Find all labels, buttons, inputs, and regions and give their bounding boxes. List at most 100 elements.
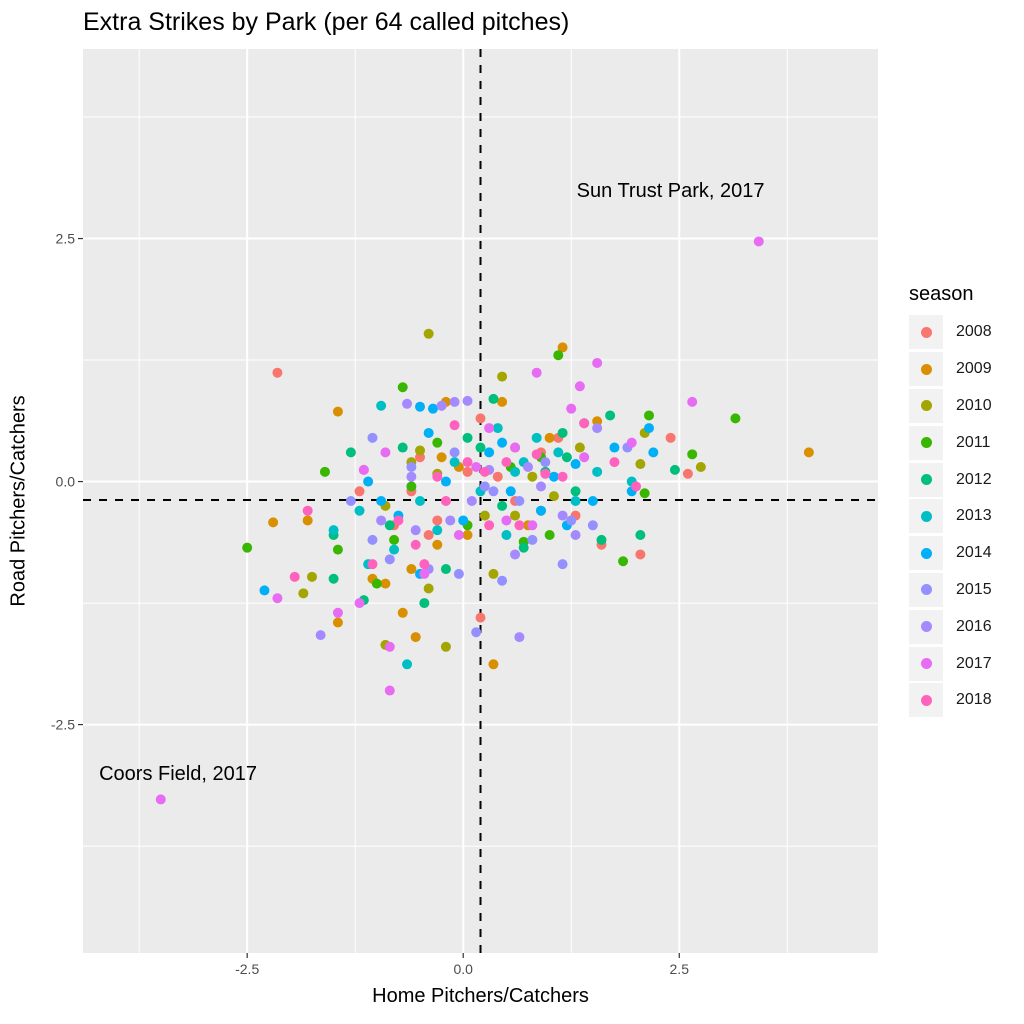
- legend-key: [909, 609, 943, 644]
- legend-key: [909, 388, 943, 423]
- data-point-2016: [462, 395, 473, 406]
- data-point-2018: [302, 505, 313, 516]
- data-point-2014: [648, 447, 659, 458]
- data-point-2017: [354, 598, 365, 609]
- data-point-2010: [488, 568, 499, 579]
- data-point-2017: [384, 641, 395, 652]
- data-point-2010: [440, 641, 451, 652]
- legend-key: [909, 536, 943, 571]
- data-point-2012: [345, 447, 356, 458]
- data-point-2018: [419, 559, 430, 570]
- data-point-2011: [389, 534, 400, 545]
- legend-key: [909, 462, 943, 497]
- legend-label: 2008: [956, 323, 992, 341]
- data-point-2011: [432, 437, 443, 448]
- data-point-2009: [803, 447, 814, 458]
- data-point-2016: [535, 481, 546, 492]
- data-point-2015: [566, 515, 577, 526]
- data-point-2012: [669, 464, 680, 475]
- data-point-2017: [687, 396, 698, 407]
- data-point-2017: [566, 403, 577, 414]
- data-point-2009: [332, 617, 343, 628]
- legend-item-2009: 2009: [909, 351, 992, 388]
- legend-label: 2014: [956, 544, 992, 562]
- data-point-2012: [518, 542, 529, 553]
- data-point-2018: [531, 449, 542, 460]
- data-point-2015: [345, 496, 356, 506]
- data-point-2017: [155, 794, 166, 805]
- legend-dot-icon: [920, 584, 932, 596]
- data-point-2010: [574, 442, 585, 453]
- legend-item-2013: 2013: [909, 498, 992, 535]
- data-point-2017: [574, 381, 585, 392]
- data-point-2018: [631, 481, 642, 492]
- data-point-2014: [644, 423, 655, 434]
- data-point-2010: [298, 588, 309, 599]
- data-point-2010: [548, 491, 559, 502]
- data-point-2010: [497, 371, 508, 382]
- data-point-2018: [393, 515, 404, 526]
- data-point-2015: [406, 461, 417, 472]
- data-point-2013: [376, 400, 387, 411]
- legend-dot-icon: [920, 510, 932, 522]
- legend-key: [909, 352, 943, 387]
- data-point-2015: [488, 486, 499, 497]
- data-point-2014: [440, 476, 451, 487]
- data-point-2009: [557, 342, 568, 353]
- annotation-label: Sun Trust Park, 2017: [577, 180, 765, 202]
- data-point-2015: [497, 575, 508, 586]
- data-point-2015: [367, 534, 378, 545]
- data-point-2008: [635, 549, 646, 560]
- data-point-2017: [592, 357, 603, 368]
- data-point-2008: [682, 468, 693, 479]
- data-point-2012: [570, 486, 581, 497]
- data-point-2013: [553, 447, 564, 458]
- legend-dot-icon: [920, 326, 932, 338]
- data-point-2015: [527, 534, 538, 545]
- data-point-2015: [367, 432, 378, 443]
- data-point-2014: [427, 403, 438, 414]
- data-point-2016: [436, 400, 447, 411]
- data-point-2009: [268, 517, 279, 528]
- data-point-2014: [548, 471, 559, 482]
- data-point-2018: [540, 468, 551, 479]
- data-point-2009: [462, 530, 473, 541]
- legend-dot-icon: [920, 658, 932, 670]
- legend-item-2010: 2010: [909, 388, 992, 425]
- data-point-2014: [376, 496, 387, 506]
- data-point-2016: [406, 471, 417, 482]
- data-point-2012: [419, 598, 430, 609]
- data-point-2012: [397, 442, 408, 453]
- data-point-2017: [501, 515, 512, 526]
- data-point-2011: [553, 350, 564, 361]
- data-point-2013: [492, 423, 503, 434]
- data-point-2016: [466, 496, 477, 506]
- data-point-2016: [449, 396, 460, 407]
- legend-label: 2018: [956, 691, 992, 709]
- data-point-2017: [531, 367, 542, 378]
- data-point-2017: [753, 236, 764, 247]
- data-point-2016: [514, 632, 525, 643]
- data-point-2011: [397, 382, 408, 393]
- data-point-2014: [415, 401, 426, 412]
- data-point-2012: [596, 534, 607, 545]
- legend-key: [909, 425, 943, 460]
- data-point-2017: [419, 568, 430, 579]
- data-point-2012: [328, 573, 339, 584]
- legend-key: [909, 646, 943, 681]
- data-point-2017: [527, 520, 538, 531]
- data-point-2018: [501, 457, 512, 468]
- legend-item-2012: 2012: [909, 461, 992, 498]
- data-point-2013: [389, 544, 400, 555]
- data-point-2012: [605, 410, 616, 421]
- y-tick-label: 0.0: [56, 474, 76, 490]
- data-point-2009: [436, 452, 447, 463]
- data-point-2018: [484, 520, 495, 531]
- data-point-2011: [644, 410, 655, 421]
- data-point-2012: [557, 427, 568, 438]
- data-point-2012: [488, 393, 499, 404]
- data-point-2010: [423, 328, 434, 339]
- data-point-2009: [410, 632, 421, 643]
- legend-dot-icon: [920, 437, 932, 449]
- data-point-2011: [544, 530, 555, 541]
